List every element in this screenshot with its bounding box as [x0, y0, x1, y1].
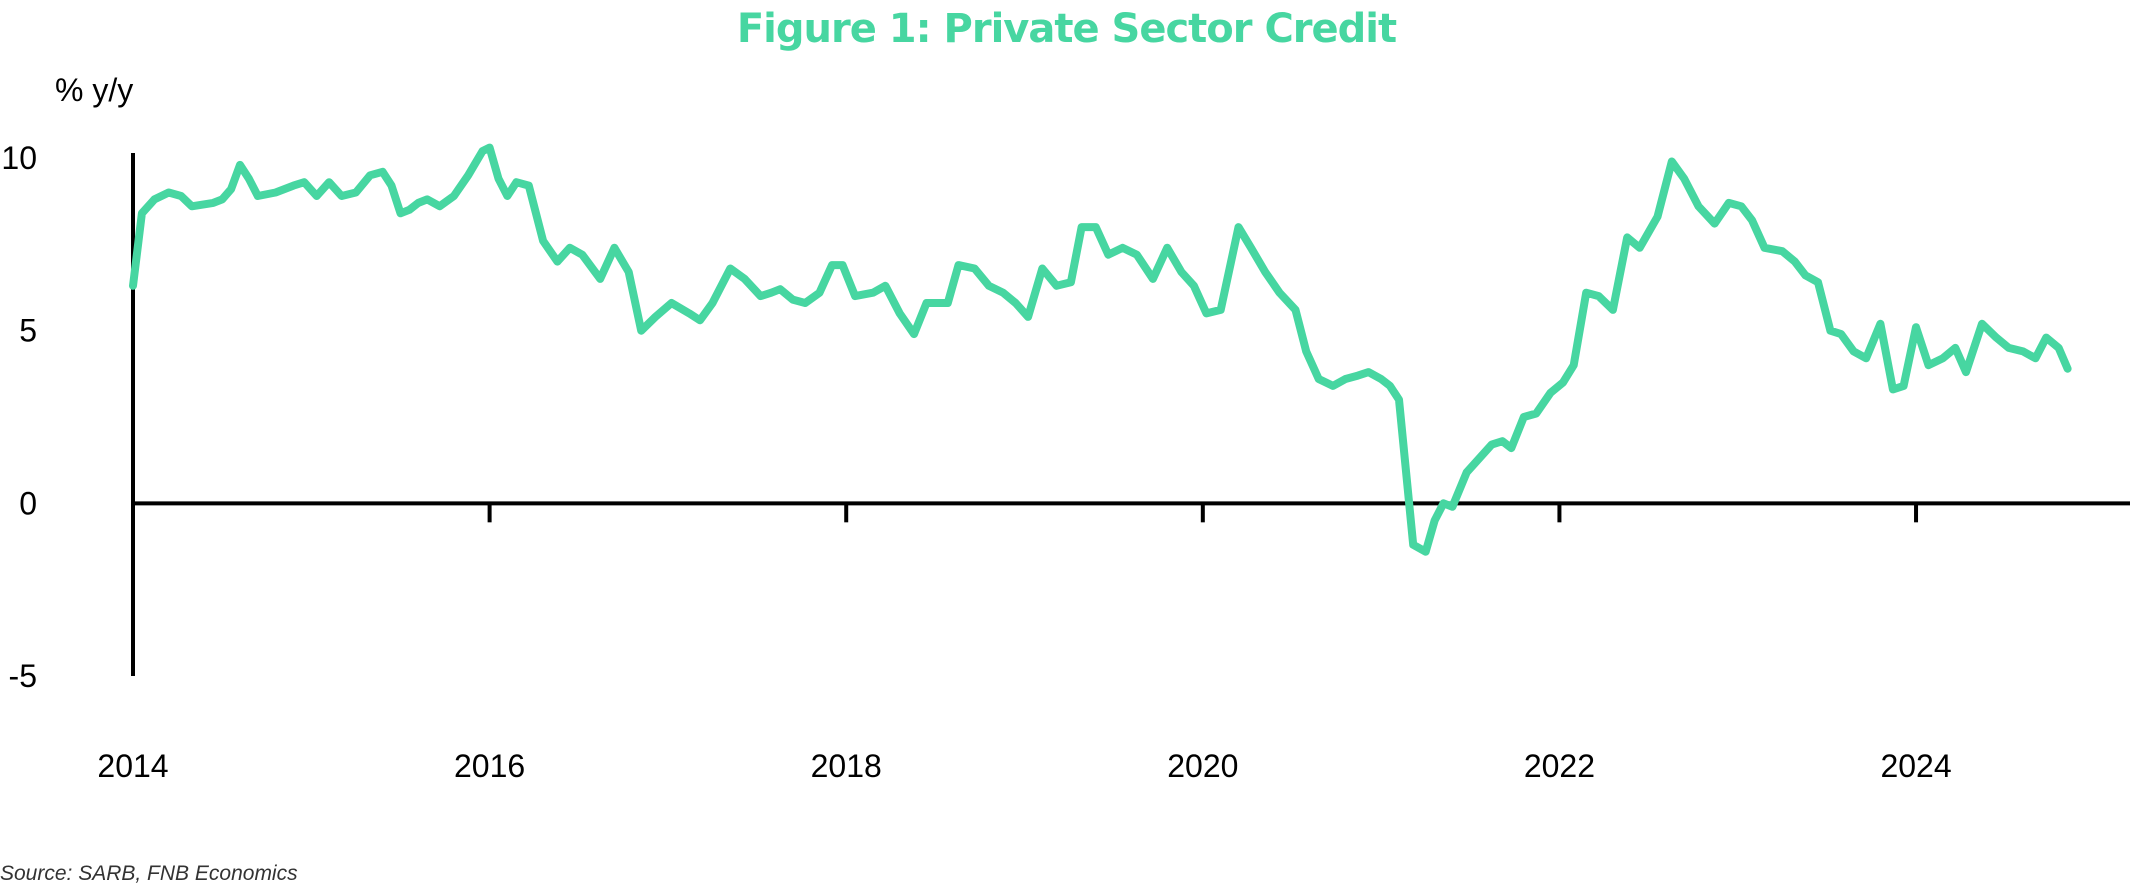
- y-tick-label: 10: [1, 140, 37, 176]
- y-tick-label: -5: [9, 658, 37, 694]
- x-tick-labels: 2014 2016 2018 2020 2022 2024: [97, 748, 1951, 784]
- x-tick-label: 2016: [454, 748, 525, 784]
- chart-axes: [131, 153, 2130, 676]
- source-note: Source: SARB, FNB Economics: [0, 862, 298, 885]
- x-tick-label: 2022: [1524, 748, 1595, 784]
- x-tick-label: 2020: [1167, 748, 1238, 784]
- series-layer: [129, 143, 2072, 556]
- y-tick-label: 0: [19, 485, 37, 521]
- x-tick-label: 2024: [1880, 748, 1951, 784]
- y-tick-label: 5: [19, 313, 37, 349]
- x-tick-label: 2018: [811, 748, 882, 784]
- chart-title: Figure 1: Private Sector Credit: [736, 6, 1397, 52]
- series-line: [129, 143, 2072, 556]
- y-axis-label: % y/y: [55, 72, 134, 108]
- x-tick-label: 2014: [97, 748, 168, 784]
- y-tick-labels: 10 5 0 -5: [1, 140, 37, 694]
